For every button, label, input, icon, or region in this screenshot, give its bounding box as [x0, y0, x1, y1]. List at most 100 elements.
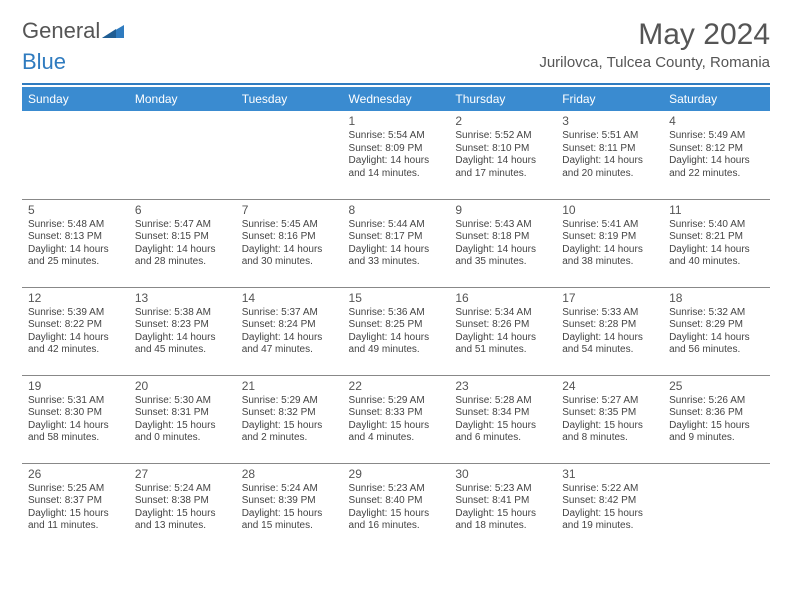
- calendar-week: 5Sunrise: 5:48 AMSunset: 8:13 PMDaylight…: [22, 199, 770, 287]
- day-header: Friday: [556, 87, 663, 111]
- calendar-cell: [22, 111, 129, 199]
- day-number: 18: [669, 291, 764, 306]
- page-title: May 2024: [539, 18, 770, 52]
- daylight-line: Daylight: 14 hours and 47 minutes.: [242, 332, 337, 357]
- sunrise-line: Sunrise: 5:25 AM: [28, 483, 123, 496]
- logo-text-blue: Blue: [22, 49, 770, 75]
- calendar-cell: 14Sunrise: 5:37 AMSunset: 8:24 PMDayligh…: [236, 287, 343, 375]
- sunset-line: Sunset: 8:34 PM: [455, 407, 550, 420]
- calendar-cell: 8Sunrise: 5:44 AMSunset: 8:17 PMDaylight…: [343, 199, 450, 287]
- day-number: 4: [669, 114, 764, 129]
- sunset-line: Sunset: 8:29 PM: [669, 319, 764, 332]
- calendar-cell: 18Sunrise: 5:32 AMSunset: 8:29 PMDayligh…: [663, 287, 770, 375]
- calendar-cell: [129, 111, 236, 199]
- sunset-line: Sunset: 8:24 PM: [242, 319, 337, 332]
- daylight-line: Daylight: 14 hours and 20 minutes.: [562, 155, 657, 180]
- daylight-line: Daylight: 14 hours and 22 minutes.: [669, 155, 764, 180]
- sunrise-line: Sunrise: 5:39 AM: [28, 307, 123, 320]
- daylight-line: Daylight: 14 hours and 25 minutes.: [28, 244, 123, 269]
- sunrise-line: Sunrise: 5:45 AM: [242, 219, 337, 232]
- day-number: 22: [349, 379, 444, 394]
- day-number: 15: [349, 291, 444, 306]
- calendar-cell: 11Sunrise: 5:40 AMSunset: 8:21 PMDayligh…: [663, 199, 770, 287]
- calendar-cell: 23Sunrise: 5:28 AMSunset: 8:34 PMDayligh…: [449, 375, 556, 463]
- daylight-line: Daylight: 15 hours and 11 minutes.: [28, 508, 123, 533]
- day-number: 3: [562, 114, 657, 129]
- day-number: 20: [135, 379, 230, 394]
- daylight-line: Daylight: 14 hours and 49 minutes.: [349, 332, 444, 357]
- day-number: 17: [562, 291, 657, 306]
- sunset-line: Sunset: 8:38 PM: [135, 495, 230, 508]
- calendar-cell: 2Sunrise: 5:52 AMSunset: 8:10 PMDaylight…: [449, 111, 556, 199]
- day-number: 29: [349, 467, 444, 482]
- calendar-cell: 15Sunrise: 5:36 AMSunset: 8:25 PMDayligh…: [343, 287, 450, 375]
- sunrise-line: Sunrise: 5:41 AM: [562, 219, 657, 232]
- sunset-line: Sunset: 8:28 PM: [562, 319, 657, 332]
- day-header: Wednesday: [343, 87, 450, 111]
- sunrise-line: Sunrise: 5:23 AM: [455, 483, 550, 496]
- sunset-line: Sunset: 8:35 PM: [562, 407, 657, 420]
- day-number: 24: [562, 379, 657, 394]
- header-rule: [22, 83, 770, 85]
- sunrise-line: Sunrise: 5:27 AM: [562, 395, 657, 408]
- sunset-line: Sunset: 8:25 PM: [349, 319, 444, 332]
- sunrise-line: Sunrise: 5:28 AM: [455, 395, 550, 408]
- sunset-line: Sunset: 8:36 PM: [669, 407, 764, 420]
- sunrise-line: Sunrise: 5:38 AM: [135, 307, 230, 320]
- sunset-line: Sunset: 8:39 PM: [242, 495, 337, 508]
- calendar-cell: 1Sunrise: 5:54 AMSunset: 8:09 PMDaylight…: [343, 111, 450, 199]
- calendar-cell: 31Sunrise: 5:22 AMSunset: 8:42 PMDayligh…: [556, 463, 663, 551]
- sunrise-line: Sunrise: 5:47 AM: [135, 219, 230, 232]
- calendar-cell: 27Sunrise: 5:24 AMSunset: 8:38 PMDayligh…: [129, 463, 236, 551]
- daylight-line: Daylight: 14 hours and 35 minutes.: [455, 244, 550, 269]
- daylight-line: Daylight: 14 hours and 42 minutes.: [28, 332, 123, 357]
- sunrise-line: Sunrise: 5:23 AM: [349, 483, 444, 496]
- day-number: 7: [242, 203, 337, 218]
- calendar-cell: 4Sunrise: 5:49 AMSunset: 8:12 PMDaylight…: [663, 111, 770, 199]
- calendar-cell: 25Sunrise: 5:26 AMSunset: 8:36 PMDayligh…: [663, 375, 770, 463]
- sunrise-line: Sunrise: 5:24 AM: [242, 483, 337, 496]
- day-number: 28: [242, 467, 337, 482]
- sunset-line: Sunset: 8:11 PM: [562, 143, 657, 156]
- sunset-line: Sunset: 8:32 PM: [242, 407, 337, 420]
- day-number: 12: [28, 291, 123, 306]
- sunrise-line: Sunrise: 5:33 AM: [562, 307, 657, 320]
- calendar-cell: 19Sunrise: 5:31 AMSunset: 8:30 PMDayligh…: [22, 375, 129, 463]
- daylight-line: Daylight: 14 hours and 30 minutes.: [242, 244, 337, 269]
- calendar-week: 26Sunrise: 5:25 AMSunset: 8:37 PMDayligh…: [22, 463, 770, 551]
- sunrise-line: Sunrise: 5:22 AM: [562, 483, 657, 496]
- sunrise-line: Sunrise: 5:36 AM: [349, 307, 444, 320]
- calendar-cell: 9Sunrise: 5:43 AMSunset: 8:18 PMDaylight…: [449, 199, 556, 287]
- calendar-cell: 3Sunrise: 5:51 AMSunset: 8:11 PMDaylight…: [556, 111, 663, 199]
- sunset-line: Sunset: 8:30 PM: [28, 407, 123, 420]
- sunset-line: Sunset: 8:15 PM: [135, 231, 230, 244]
- day-header: Monday: [129, 87, 236, 111]
- day-number: 11: [669, 203, 764, 218]
- daylight-line: Daylight: 14 hours and 51 minutes.: [455, 332, 550, 357]
- calendar-cell: [663, 463, 770, 551]
- day-number: 14: [242, 291, 337, 306]
- calendar-week: 19Sunrise: 5:31 AMSunset: 8:30 PMDayligh…: [22, 375, 770, 463]
- daylight-line: Daylight: 14 hours and 40 minutes.: [669, 244, 764, 269]
- sunrise-line: Sunrise: 5:48 AM: [28, 219, 123, 232]
- day-number: 2: [455, 114, 550, 129]
- calendar-cell: 5Sunrise: 5:48 AMSunset: 8:13 PMDaylight…: [22, 199, 129, 287]
- daylight-line: Daylight: 14 hours and 28 minutes.: [135, 244, 230, 269]
- calendar-cell: 6Sunrise: 5:47 AMSunset: 8:15 PMDaylight…: [129, 199, 236, 287]
- calendar-week: 1Sunrise: 5:54 AMSunset: 8:09 PMDaylight…: [22, 111, 770, 199]
- sunrise-line: Sunrise: 5:54 AM: [349, 130, 444, 143]
- logo: General: [22, 18, 125, 44]
- sunrise-line: Sunrise: 5:37 AM: [242, 307, 337, 320]
- day-number: 27: [135, 467, 230, 482]
- sunrise-line: Sunrise: 5:34 AM: [455, 307, 550, 320]
- sunset-line: Sunset: 8:10 PM: [455, 143, 550, 156]
- calendar-cell: 24Sunrise: 5:27 AMSunset: 8:35 PMDayligh…: [556, 375, 663, 463]
- day-number: 5: [28, 203, 123, 218]
- day-number: 9: [455, 203, 550, 218]
- daylight-line: Daylight: 14 hours and 58 minutes.: [28, 420, 123, 445]
- sunset-line: Sunset: 8:33 PM: [349, 407, 444, 420]
- sunset-line: Sunset: 8:41 PM: [455, 495, 550, 508]
- calendar-head: SundayMondayTuesdayWednesdayThursdayFrid…: [22, 87, 770, 111]
- daylight-line: Daylight: 14 hours and 54 minutes.: [562, 332, 657, 357]
- calendar-cell: 26Sunrise: 5:25 AMSunset: 8:37 PMDayligh…: [22, 463, 129, 551]
